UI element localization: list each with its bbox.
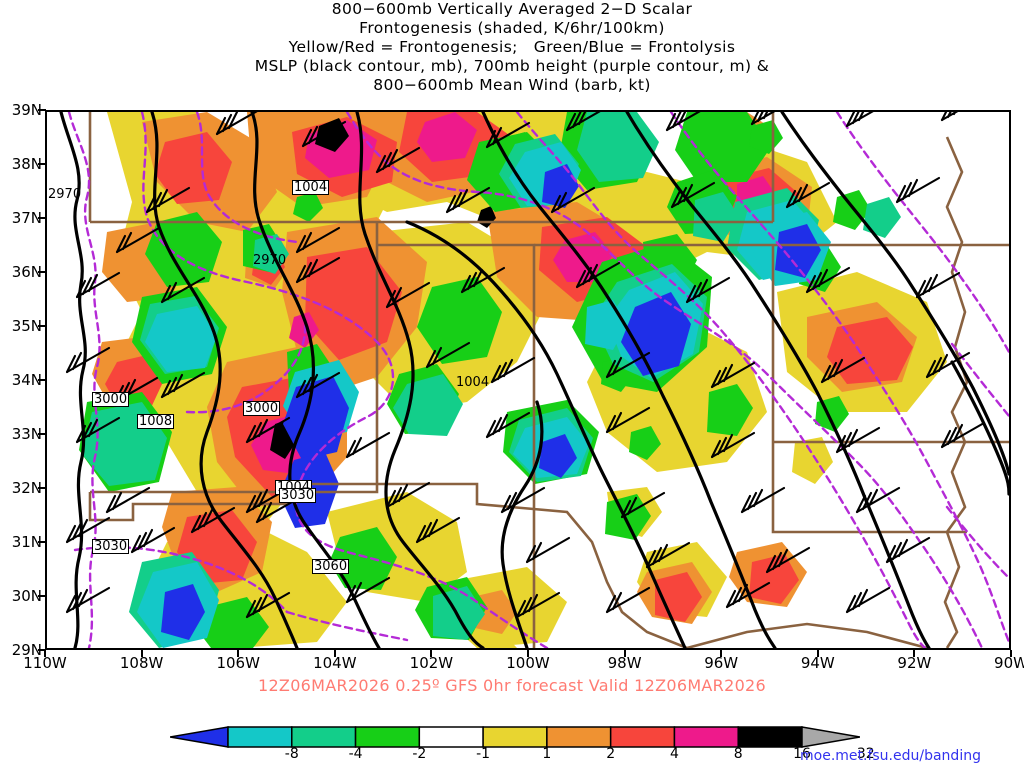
lat-tick-mark [38, 163, 46, 165]
lon-tick-label: 108W [119, 654, 164, 672]
colorbar-tick-label: -8 [284, 746, 299, 762]
colorbar-segment [227, 726, 293, 748]
contour-label-h700-3030-a: 3030 [92, 539, 130, 554]
title-line-5: 800−600mb Mean Wind (barb, kt) [373, 76, 651, 94]
lat-tick-label: 36N [11, 263, 42, 281]
frontogenesis-field [47, 112, 1009, 648]
lat-tick-mark [38, 325, 46, 327]
colorbar-tick-label: 8 [733, 746, 743, 762]
lat-tick-mark [38, 109, 46, 111]
lat-tick-label: 29N [11, 641, 42, 659]
lon-tick-label: 110W [23, 654, 67, 672]
lat-tick-label: 32N [11, 479, 42, 497]
lat-tick-mark [38, 433, 46, 435]
lat-tick-label: 30N [11, 587, 42, 605]
lat-tick-label: 39N [11, 101, 42, 119]
colorbar-tick-label: 4 [669, 746, 679, 762]
title-line-4: MSLP (black contour, mb), 700mb height (… [254, 57, 770, 75]
lon-tick-mark [333, 650, 336, 657]
lon-tick-label: 90W [994, 654, 1024, 672]
colorbar-segment [673, 726, 739, 748]
colorbar-tick-label: 2 [606, 746, 616, 762]
lon-tick-label: 98W [607, 654, 642, 672]
colorbar-tick-label: 1 [542, 746, 552, 762]
colorbar-segment [418, 726, 484, 748]
forecast-caption: 12Z06MAR2026 0.25º GFS 0hr forecast Vali… [257, 676, 767, 695]
shaded-frontogenesis [79, 112, 947, 648]
lon-tick-mark [237, 650, 240, 657]
lon-tick-mark [720, 650, 723, 657]
contour-label-h700-2970-b: 2970 [253, 253, 287, 268]
contour-label-h700-3000-a: 3000 [92, 392, 130, 407]
lon-tick-label: 106W [216, 654, 260, 672]
contour-label-h700-2970-a: 2970 [48, 187, 82, 202]
lon-tick-label: 100W [506, 654, 550, 672]
source-watermark: moe.met.fsu.edu/banding [800, 748, 981, 764]
contour-label-h700-3030-b: 3030 [279, 488, 317, 503]
lon-tick-mark [527, 650, 529, 657]
lat-tick-mark [38, 487, 46, 489]
contour-label-mslp-1004-a: 1004 [292, 180, 330, 195]
wind-barbs [65, 112, 986, 619]
contour-label-mslp-1004-b: 1004 [456, 375, 490, 390]
chart-title-block: 800−600mb Vertically Averaged 2−D Scalar… [0, 0, 1024, 95]
lat-tick-label: 37N [11, 209, 42, 227]
colorbar-segment [482, 726, 548, 748]
contour-label-mslp-1008: 1008 [137, 414, 175, 429]
lat-tick-mark [38, 595, 46, 597]
colorbar-tick-label: 16 [793, 746, 811, 762]
title-line-3: Yellow/Red = Frontogenesis; Green/Blue =… [288, 38, 736, 56]
lon-tick-mark [430, 650, 433, 657]
colorbar-under-arrow [170, 726, 229, 748]
lon-tick-label: 96W [704, 654, 739, 672]
colorbar-tick-label: 32 [856, 746, 875, 762]
state-borders [88, 112, 1009, 648]
colorbar-segment [291, 726, 357, 748]
colorbar-over-arrow [801, 726, 860, 748]
lat-tick-mark [38, 649, 46, 651]
colorbar-segment [354, 726, 421, 748]
colorbar-tick-label: -2 [412, 746, 427, 762]
lon-tick-label: 94W [800, 654, 835, 672]
lon-tick-label: 92W [897, 654, 932, 672]
lon-tick-mark [140, 650, 143, 657]
lon-tick-mark [913, 650, 916, 657]
contour-label-h700-3000-b: 3000 [243, 401, 281, 416]
lat-tick-label: 38N [11, 155, 42, 173]
contour-label-h700-3060: 3060 [312, 559, 350, 574]
lat-tick-mark [38, 541, 46, 543]
lat-tick-label: 33N [11, 425, 42, 443]
lon-tick-mark [816, 650, 819, 657]
lon-tick-mark [1010, 650, 1012, 657]
lat-tick-label: 34N [11, 371, 42, 389]
title-line-1: 800−600mb Vertically Averaged 2−D Scalar [331, 0, 693, 18]
title-line-2: Frontogenesis (shaded, K/6hr/100km) [359, 19, 665, 37]
colorbar-segment [737, 726, 803, 748]
colorbar: -8 -4 -2 -1 1 2 4 8 16 32 [170, 726, 875, 768]
lat-tick-mark [38, 217, 46, 219]
colorbar-segment [609, 726, 676, 748]
lon-tick-mark [44, 650, 46, 657]
map-plot-area: 1004 1008 1004 1004 2970 2970 3000 3000 … [45, 110, 1011, 650]
lat-tick-mark [38, 271, 46, 273]
colorbar-tick-label: -4 [348, 746, 363, 762]
lat-tick-label: 31N [11, 533, 42, 551]
lon-tick-mark [623, 650, 626, 657]
colorbar-segment [546, 726, 612, 748]
lat-tick-mark [38, 379, 46, 381]
colorbar-swatches [170, 726, 860, 748]
lon-tick-label: 104W [313, 654, 357, 672]
lat-tick-label: 35N [11, 317, 42, 335]
colorbar-tick-label: -1 [476, 746, 491, 762]
lon-tick-label: 102W [409, 654, 454, 672]
